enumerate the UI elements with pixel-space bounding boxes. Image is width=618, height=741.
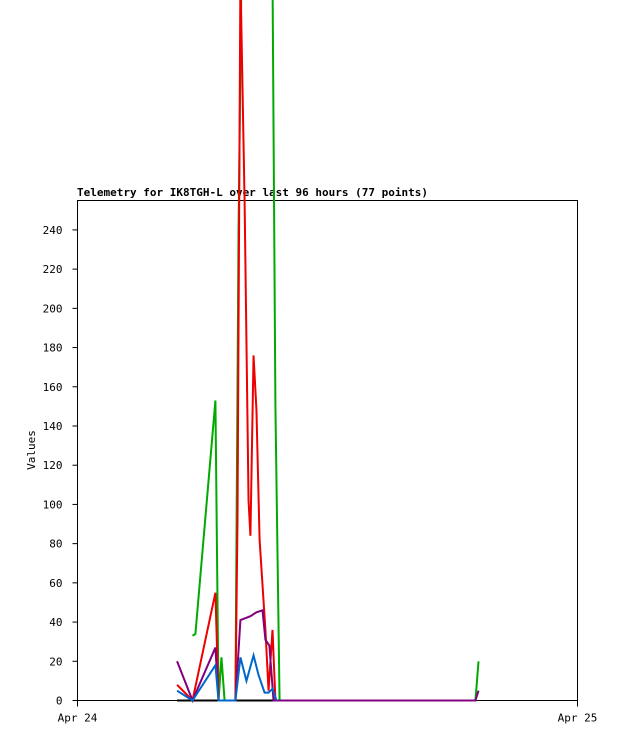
y-tick-label: 40 — [49, 616, 62, 629]
y-axis-label: Values — [25, 430, 38, 470]
x-tick-label: Apr 24 — [58, 712, 98, 725]
y-tick-label: 160 — [43, 381, 63, 394]
series-line — [176, 608, 480, 704]
y-tick-label: 240 — [43, 224, 63, 237]
series-line — [176, 0, 277, 703]
x-tick-label: Apr 25 — [558, 712, 598, 725]
y-tick-label: 80 — [49, 538, 62, 551]
series-line — [176, 651, 278, 702]
chart-title: Telemetry for IK8TGH-L over last 96 hour… — [77, 186, 428, 199]
y-tick-label: 140 — [43, 420, 63, 433]
y-tick-label: 180 — [43, 342, 63, 355]
series-line — [191, 0, 480, 702]
plot-frame — [77, 200, 578, 701]
y-tick-label: 220 — [43, 263, 63, 276]
y-tick-label: 60 — [49, 577, 62, 590]
y-tick-label: 200 — [43, 302, 63, 315]
y-tick-label: 120 — [43, 459, 63, 472]
y-tick-label: 20 — [49, 655, 62, 668]
y-tick-label: 100 — [43, 498, 63, 511]
y-tick-label: 0 — [56, 695, 63, 708]
